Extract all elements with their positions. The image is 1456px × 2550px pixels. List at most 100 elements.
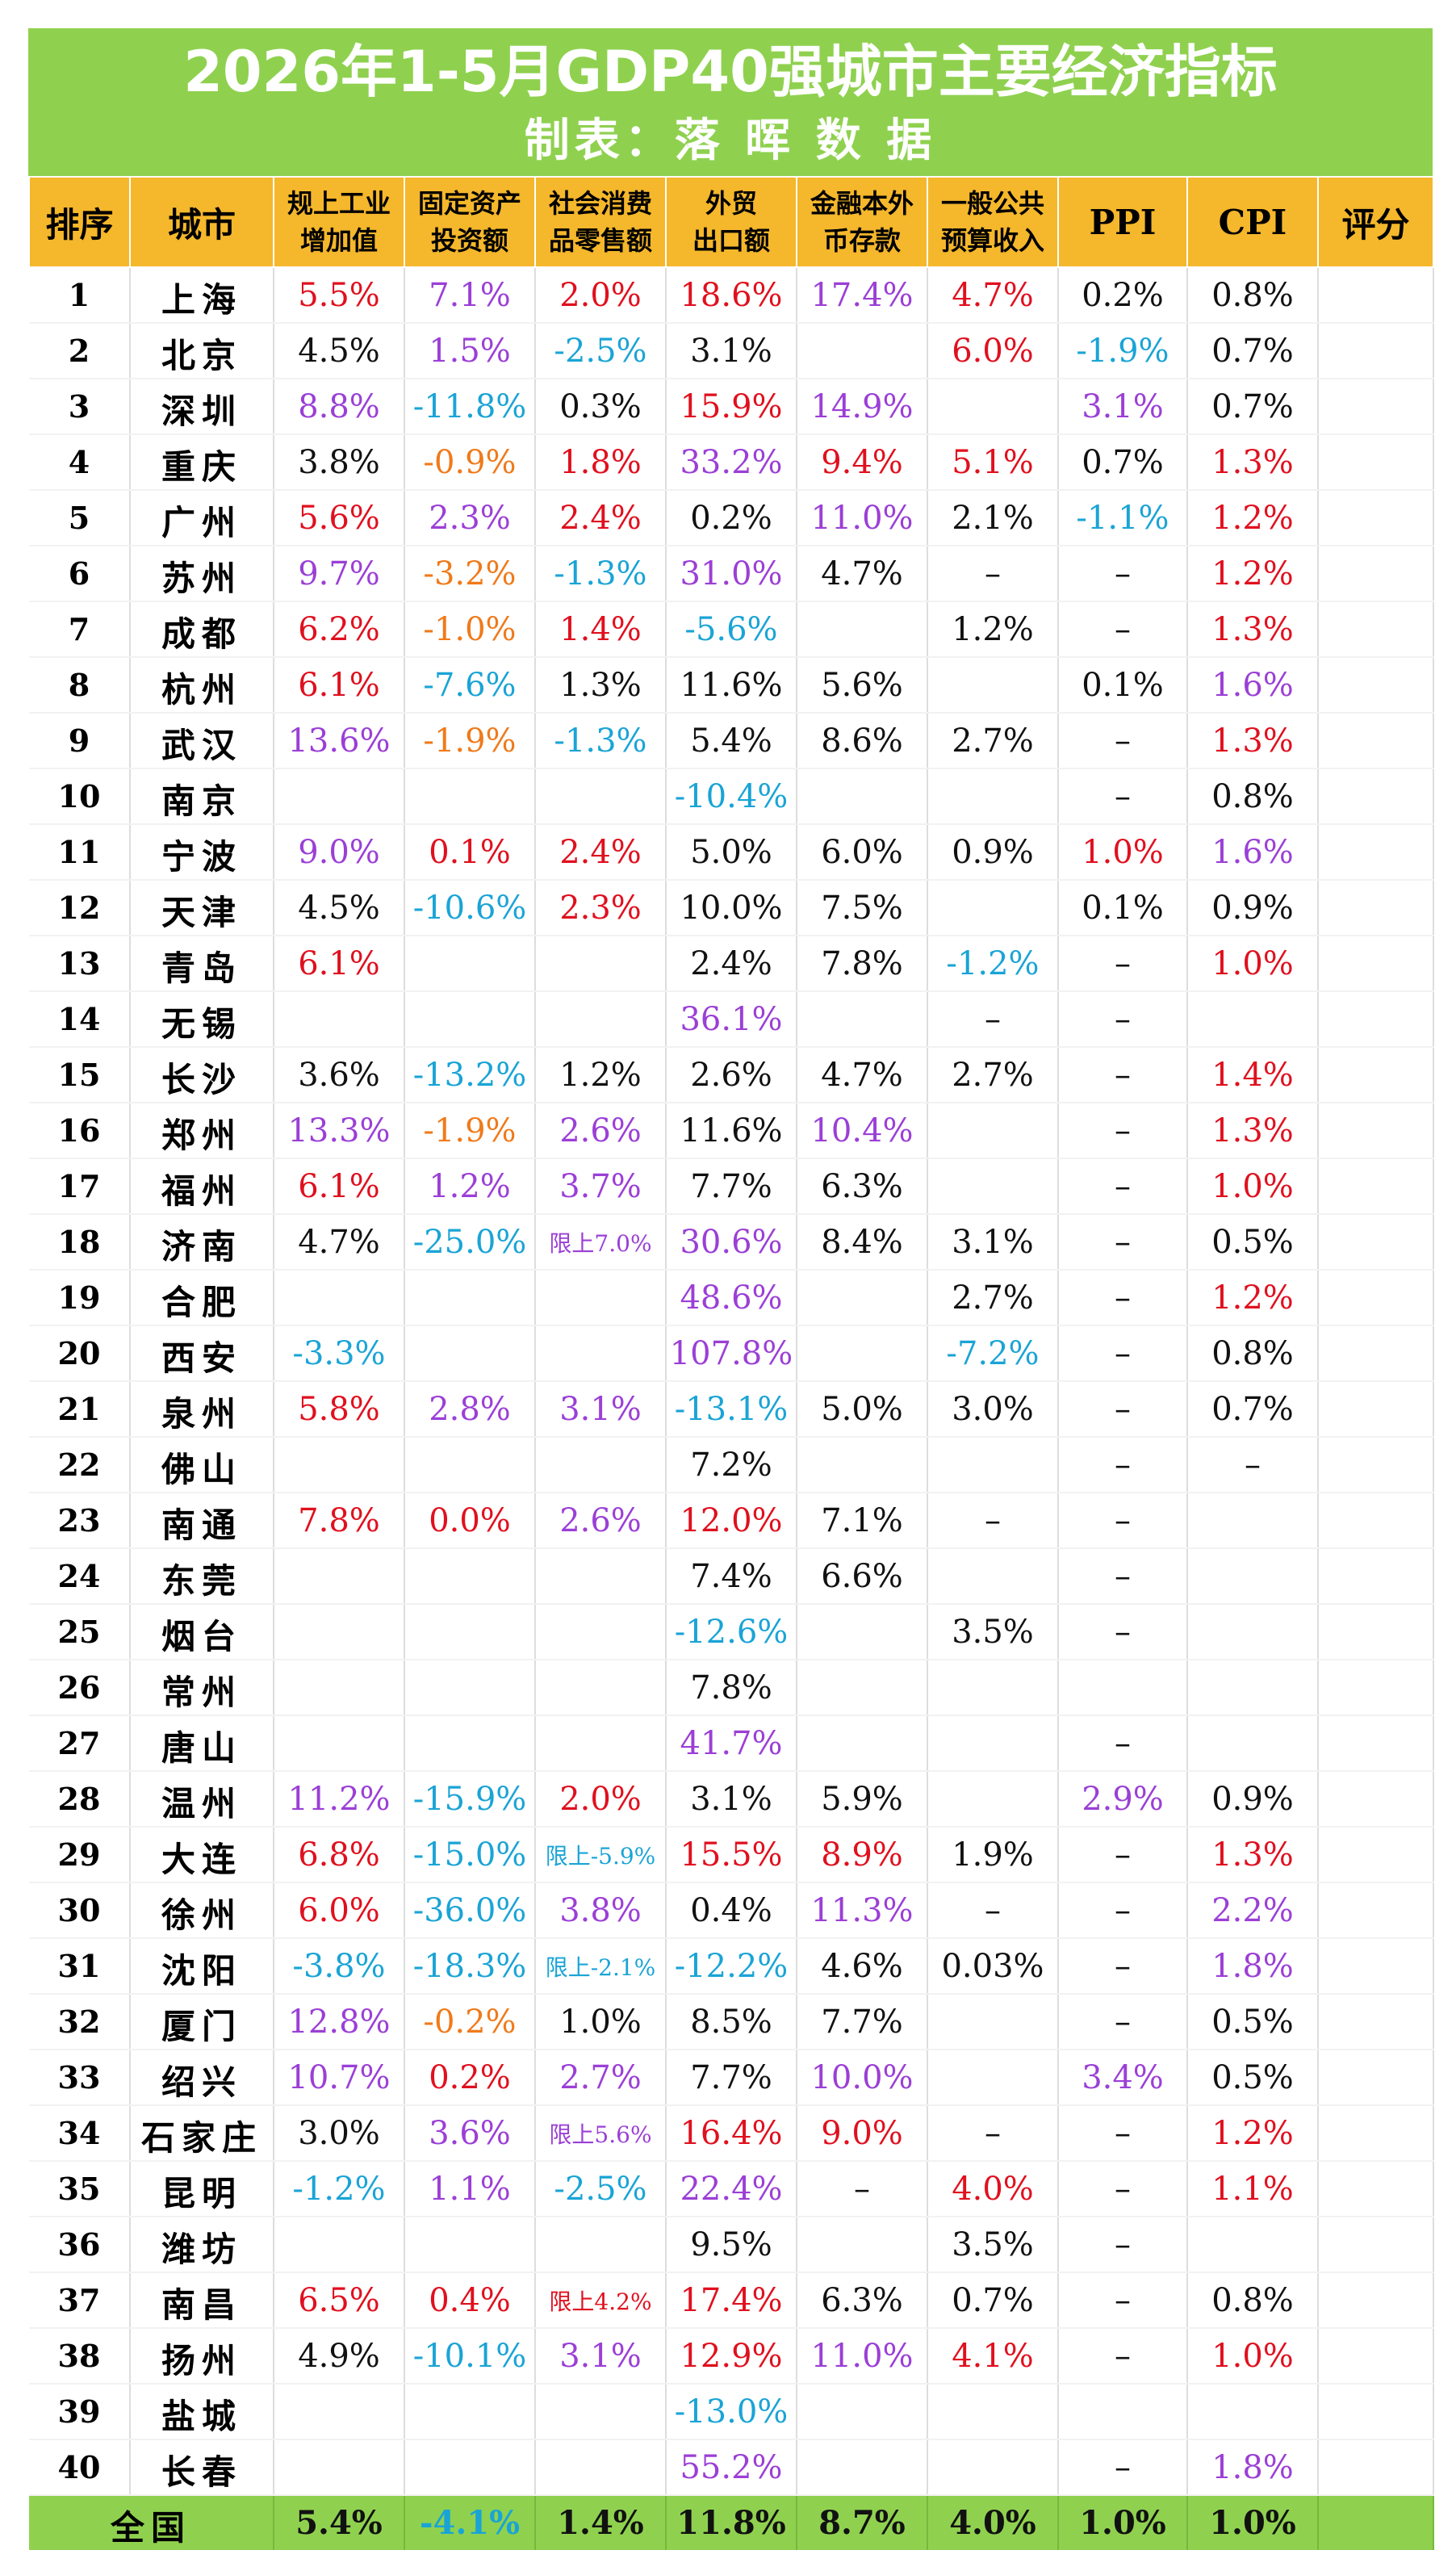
retail-sales-cell: 2.0%: [535, 1771, 667, 1828]
industrial-output-cell: 6.2%: [274, 601, 405, 658]
ppi-cell: –: [1058, 1604, 1188, 1660]
table-row: 12 天津 4.5% -10.6% 2.3% 10.0% 7.5% 0.1% 0.9%: [29, 880, 1434, 936]
cpi-cell: 1.2%: [1187, 546, 1319, 602]
city-cell: 广州: [130, 490, 274, 546]
budget-revenue-cell: [927, 379, 1059, 435]
title-banner: 2026年1-5月GDP40强城市主要经济指标 制表：落 晖 数 据: [28, 28, 1433, 176]
retail-sales-cell: 2.6%: [535, 1103, 667, 1159]
table-row: 36 潍坊 9.5% 3.5% –: [29, 2217, 1434, 2273]
budget-revenue-cell: 0.7%: [927, 2272, 1059, 2329]
score-cell: [1318, 379, 1434, 435]
fixed-investment-cell: -13.2%: [404, 1047, 536, 1103]
industrial-output-cell: [274, 2439, 405, 2496]
retail-sales-cell: 限上-2.1%: [535, 1938, 667, 1995]
table-row: 30 徐州 6.0% -36.0% 3.8% 0.4% 11.3% – –2.2%: [29, 1882, 1434, 1939]
score-cell: [1318, 2328, 1434, 2385]
deposits-cell: [797, 1325, 928, 1382]
deposits-cell: [797, 1604, 928, 1660]
cpi-cell: 0.7%: [1187, 379, 1319, 435]
retail-sales-cell: 2.3%: [535, 880, 667, 936]
ppi-cell: 3.4%: [1058, 2050, 1188, 2106]
score-cell: [1318, 1103, 1434, 1159]
exports-cell: 5.4%: [666, 713, 797, 769]
industrial-output-cell: 13.3%: [274, 1103, 405, 1159]
deposits-cell: 8.4%: [797, 1214, 928, 1271]
rank-cell: 3: [29, 379, 131, 435]
industrial-output-cell: 5.8%: [274, 1381, 405, 1438]
rank-cell: 35: [29, 2161, 131, 2217]
retail-sales-cell: 2.6%: [535, 1493, 667, 1549]
industrial-output-cell: 4.5%: [274, 880, 405, 936]
deposits-cell: 9.4%: [797, 434, 928, 491]
exports-cell: 7.4%: [666, 1548, 797, 1605]
deposits-cell: 6.6%: [797, 1548, 928, 1605]
table-row: 7 成都 6.2% -1.0% 1.4% -5.6% 1.2% –1.3%: [29, 601, 1434, 658]
city-cell: 青岛: [130, 936, 274, 992]
fixed-investment-cell: 0.2%: [404, 2050, 536, 2106]
exports-cell: 5.0%: [666, 824, 797, 881]
deposits-cell: [797, 323, 928, 379]
industrial-output-cell: 4.7%: [274, 1214, 405, 1271]
ppi-cell: -1.1%: [1058, 490, 1188, 546]
rank-cell: 22: [29, 1437, 131, 1493]
header-exports: 外贸 出口额: [665, 176, 797, 268]
ppi-cell: –: [1058, 2217, 1188, 2273]
deposits-cell: [797, 2439, 928, 2496]
rank-cell: 8: [29, 657, 131, 714]
fixed-investment-cell: [404, 1604, 536, 1660]
table-row: 11 宁波 9.0% 0.1% 2.4% 5.0% 6.0% 0.9% 1.0% 1.6%: [29, 824, 1434, 881]
exports-cell: -5.6%: [666, 601, 797, 658]
deposits-cell: [797, 1270, 928, 1326]
cpi-cell: 0.5%: [1187, 1214, 1319, 1271]
table-row: 8 杭州 6.1% -7.6% 1.3% 11.6% 5.6% 0.1% 1.6%: [29, 657, 1434, 714]
ppi-cell: –: [1058, 2105, 1188, 2162]
budget-revenue-cell: 3.5%: [927, 2217, 1059, 2273]
retail-sales-cell: 0.3%: [535, 379, 667, 435]
score-cell: [1318, 546, 1434, 602]
cpi-cell: [1187, 1493, 1319, 1549]
deposits-cell: 6.0%: [797, 824, 928, 881]
score-cell: [1318, 601, 1434, 658]
exports-cell: 12.0%: [666, 1493, 797, 1549]
budget-revenue-cell: 4.0%: [927, 2161, 1059, 2217]
deposits-cell: 11.0%: [797, 2328, 928, 2385]
national-row: 全国 5.4% -4.1% 1.4% 11.8% 8.7% 4.0% 1.0% 1.0%: [29, 2495, 1434, 2550]
city-cell: 济南: [130, 1214, 274, 1271]
cpi-cell: [1187, 1715, 1319, 1772]
deposits-cell: 7.1%: [797, 1493, 928, 1549]
table-row: 20 西安 -3.3% 107.8% -7.2% –0.8%: [29, 1325, 1434, 1382]
table-row: 38 扬州 4.9% -10.1% 3.1% 12.9% 11.0% 4.1% –1.0%: [29, 2328, 1434, 2385]
rank-cell: 19: [29, 1270, 131, 1326]
fixed-investment-cell: [404, 1548, 536, 1605]
retail-sales-cell: 限上-5.9%: [535, 1827, 667, 1883]
exports-cell: 0.4%: [666, 1882, 797, 1939]
budget-revenue-cell: 2.7%: [927, 1047, 1059, 1103]
budget-revenue-cell: -1.2%: [927, 936, 1059, 992]
cpi-cell: 0.5%: [1187, 1994, 1319, 2050]
rank-cell: 25: [29, 1604, 131, 1660]
ppi-cell: –: [1058, 2439, 1188, 2496]
budget-revenue-cell: [927, 2439, 1059, 2496]
retail-sales-cell: 1.8%: [535, 434, 667, 491]
ppi-cell: 0.7%: [1058, 434, 1188, 491]
score-cell: [1318, 490, 1434, 546]
retail-sales-cell: [535, 1437, 667, 1493]
ppi-cell: –: [1058, 601, 1188, 658]
score-cell: [1318, 267, 1434, 324]
budget-revenue-cell: 3.0%: [927, 1381, 1059, 1438]
rank-cell: 7: [29, 601, 131, 658]
budget-revenue-cell: 1.9%: [927, 1827, 1059, 1883]
retail-sales-cell: [535, 1270, 667, 1326]
cpi-cell: 0.8%: [1187, 267, 1319, 324]
city-cell: 烟台: [130, 1604, 274, 1660]
retail-sales-cell: [535, 768, 667, 825]
exports-cell: -12.2%: [666, 1938, 797, 1995]
exports-cell: 7.7%: [666, 1158, 797, 1215]
industrial-output-cell: 11.2%: [274, 1771, 405, 1828]
ppi-cell: –: [1058, 1270, 1188, 1326]
budget-revenue-cell: 2.7%: [927, 713, 1059, 769]
score-cell: [1318, 1493, 1434, 1549]
rank-cell: 16: [29, 1103, 131, 1159]
city-cell: 石家庄: [130, 2105, 274, 2162]
table-row: 21 泉州 5.8% 2.8% 3.1% -13.1% 5.0% 3.0% –0.7%: [29, 1381, 1434, 1438]
